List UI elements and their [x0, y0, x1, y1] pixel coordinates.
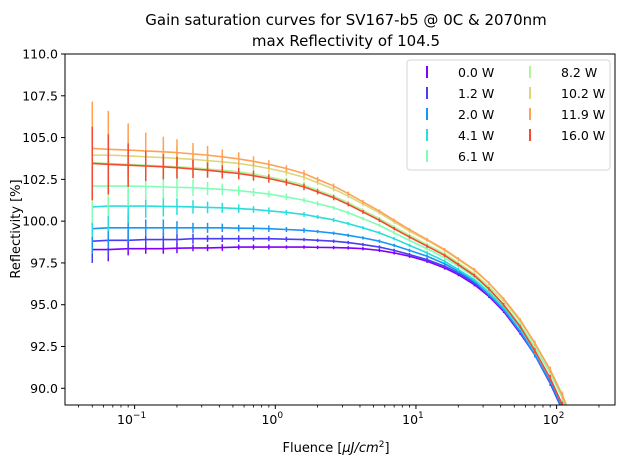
axes-layer: 90.092.595.097.5100.0102.5105.0107.5110.… — [22, 47, 616, 427]
legend-label: 0.0 W — [458, 65, 494, 80]
y-tick-label: 92.5 — [30, 339, 58, 354]
y-tick-label: 97.5 — [30, 255, 58, 270]
x-tick-label: 10−1 — [117, 411, 146, 427]
x-tick-exponent: 0 — [277, 411, 283, 421]
chart-title-line-1: Gain saturation curves for SV167-b5 @ 0C… — [145, 11, 546, 29]
legend: 0.0 W 1.2 W 2.0 W 4.1 W 6.1 W 8.2 W 10.2 W 11.9… — [406, 59, 611, 171]
legend-item: 11.9 W — [529, 107, 605, 122]
legend-label: 8.2 W — [561, 65, 597, 80]
series-line — [91, 161, 568, 405]
plot-frame — [64, 53, 616, 406]
x-tick-base: 10 — [402, 412, 418, 427]
chart-title-line-2: max Reflectivity of 104.5 — [252, 32, 440, 50]
series-line — [91, 246, 562, 405]
legend-label: 1.2 W — [458, 86, 494, 101]
x-axis-title-power: 2 — [379, 440, 385, 450]
y-tick-label: 110.0 — [22, 47, 58, 62]
y-tick-label: 90.0 — [30, 381, 58, 396]
y-tick-label: 95.0 — [30, 297, 58, 312]
legend-item: 8.2 W — [529, 65, 597, 80]
x-axis-title-unit: μJ/cm — [341, 441, 378, 456]
series-line — [91, 227, 562, 405]
x-tick-exponent: 2 — [559, 411, 565, 421]
x-tick-exponent: −1 — [133, 411, 146, 421]
series-line — [91, 147, 567, 405]
series-16-0-w — [91, 126, 564, 405]
x-tick-label: 100 — [261, 411, 283, 427]
series-line — [91, 205, 564, 405]
legend-label: 2.0 W — [458, 107, 494, 122]
x-tick-exponent: 1 — [418, 411, 424, 421]
legend-label: 6.1 W — [458, 149, 494, 164]
legend-frame — [406, 59, 611, 171]
legend-label: 4.1 W — [458, 128, 494, 143]
legend-item: 1.2 W — [426, 86, 494, 101]
legend-item: 6.1 W — [426, 149, 494, 164]
legend-label: 10.2 W — [561, 86, 605, 101]
x-axis-title-end: ] — [384, 441, 389, 456]
legend-label: 11.9 W — [561, 107, 605, 122]
x-tick-label: 102 — [543, 411, 565, 427]
legend-item: 4.1 W — [426, 128, 494, 143]
series-6-1-w — [91, 149, 566, 405]
y-tick-label: 107.5 — [22, 88, 58, 103]
y-tick-label: 105.0 — [22, 130, 58, 145]
legend-label: 16.0 W — [561, 128, 605, 143]
legend-item: 16.0 W — [529, 128, 605, 143]
series-0-0-w — [91, 237, 562, 405]
y-axis-title: Reflectivity [%] — [9, 179, 24, 278]
series-layer — [91, 101, 568, 405]
x-axis-title-text: Fluence [ — [282, 441, 342, 456]
legend-item: 10.2 W — [529, 86, 605, 101]
legend-item: 2.0 W — [426, 107, 494, 122]
y-tick-label: 102.5 — [22, 172, 58, 187]
x-tick-label: 101 — [402, 411, 424, 427]
y-tick-label: 100.0 — [22, 214, 58, 229]
x-tick-base: 10 — [543, 412, 559, 427]
legend-item: 0.0 W — [426, 65, 494, 80]
x-tick-base: 10 — [117, 412, 133, 427]
x-tick-base: 10 — [261, 412, 277, 427]
x-axis-title: Fluence [μJ/cm2] — [282, 440, 389, 456]
series-line — [91, 162, 564, 405]
